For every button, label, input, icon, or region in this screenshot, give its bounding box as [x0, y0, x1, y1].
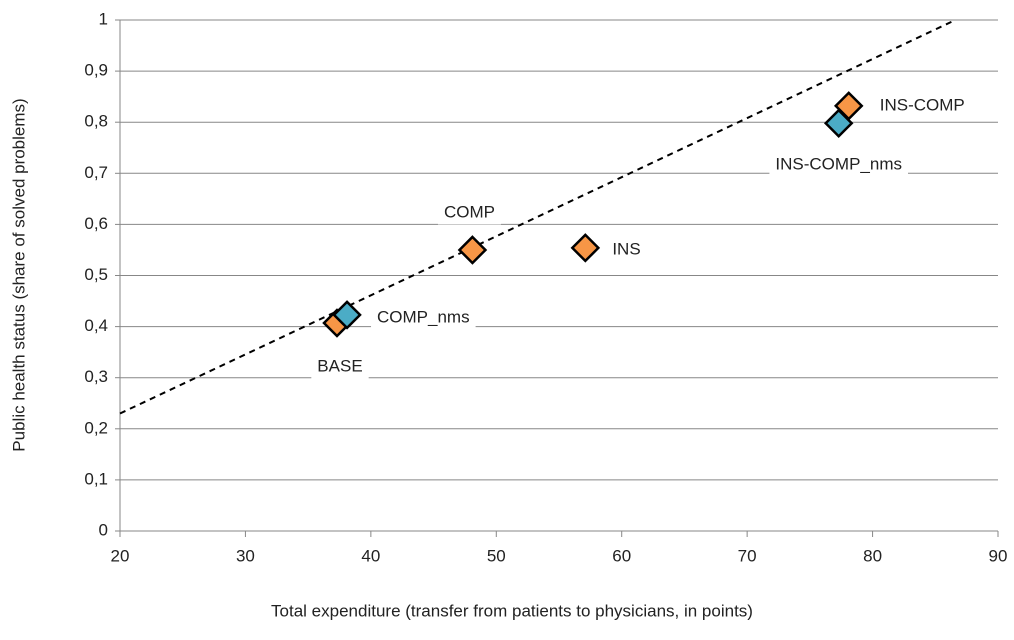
- x-tick-label: 90: [989, 546, 1008, 565]
- y-tick-label: 0,7: [84, 163, 108, 182]
- marker: [332, 300, 362, 330]
- y-tick-label: 0,3: [84, 367, 108, 386]
- y-tick-label: 0,5: [84, 265, 108, 284]
- data-label: COMP: [444, 202, 495, 221]
- x-tick-label: 80: [863, 546, 882, 565]
- trendline: [119, 19, 956, 415]
- x-tick-label: 20: [111, 546, 130, 565]
- label-bg: [873, 92, 971, 118]
- label-bg: [311, 353, 369, 379]
- data-label: INS: [612, 239, 640, 258]
- y-tick-label: 1: [99, 9, 108, 28]
- y-tick-label: 0,1: [84, 469, 108, 488]
- y-tick-label: 0: [99, 520, 108, 539]
- x-tick-label: 70: [738, 546, 757, 565]
- y-tick-label: 0,8: [84, 112, 108, 131]
- x-axis-title: Total expenditure (transfer from patient…: [271, 601, 753, 620]
- x-tick-label: 60: [612, 546, 631, 565]
- label-bg: [606, 236, 647, 262]
- data-label: COMP_nms: [377, 307, 470, 326]
- x-tick-label: 40: [361, 546, 380, 565]
- x-tick-label: 30: [236, 546, 255, 565]
- label-bg: [769, 151, 908, 177]
- label-bg: [371, 304, 476, 330]
- label-bg: [437, 199, 501, 225]
- data-label: INS-COMP_nms: [775, 155, 902, 174]
- y-tick-label: 0,2: [84, 418, 108, 437]
- data-label: INS-COMP: [880, 95, 965, 114]
- x-tick-label: 50: [487, 546, 506, 565]
- y-tick-label: 0,9: [84, 61, 108, 80]
- y-tick-label: 0,4: [84, 316, 108, 335]
- marker: [823, 108, 854, 138]
- marker: [457, 235, 488, 265]
- marker: [570, 233, 601, 263]
- data-label: BASE: [317, 357, 362, 376]
- y-tick-label: 0,6: [84, 214, 108, 233]
- y-axis-title: Public health status (share of solved pr…: [9, 98, 28, 451]
